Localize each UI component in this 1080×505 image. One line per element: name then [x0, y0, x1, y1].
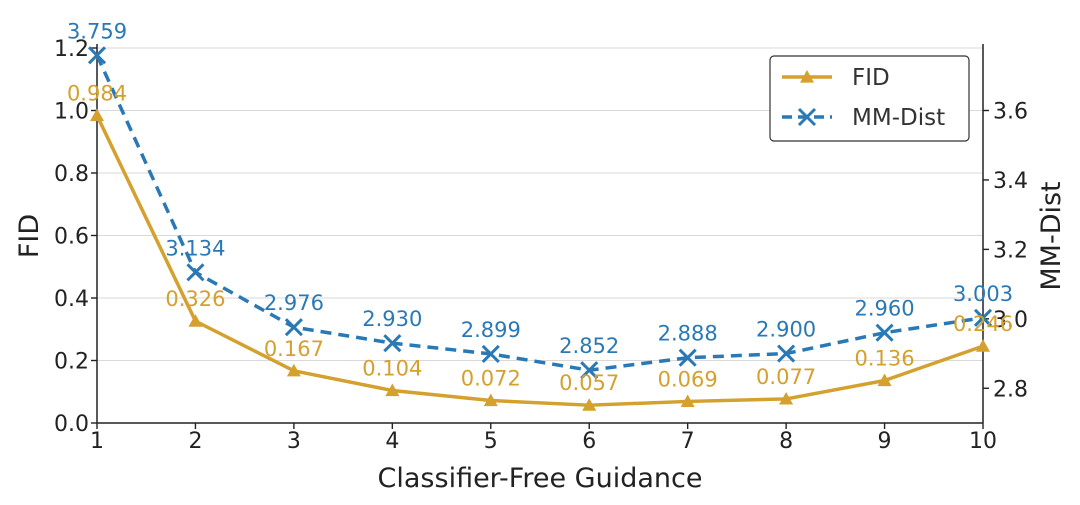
y-tick-label-left: 1.0: [54, 100, 89, 125]
mmdist-marker: [481, 344, 500, 363]
mmdist-marker: [678, 348, 697, 367]
x-tick-label: 4: [385, 429, 399, 454]
fid-marker: [680, 394, 695, 408]
mmdist-marker: [580, 361, 599, 380]
fid-data-label: 0.984: [67, 82, 127, 106]
fid-marker: [188, 314, 203, 327]
fid-marker: [286, 363, 301, 377]
x-axis-title: Classifier-Free Guidance: [378, 463, 703, 494]
fid-data-label: 0.136: [854, 347, 914, 371]
x-tick-label: 2: [188, 429, 202, 454]
legend-mmdist-marker: [797, 107, 817, 127]
x-tick-label: 9: [878, 429, 892, 454]
fid-marker: [779, 391, 794, 405]
mmdist-data-label: 2.888: [658, 322, 718, 346]
x-tick-label: 8: [779, 429, 793, 454]
mmdist-marker: [875, 323, 894, 342]
mmdist-marker: [777, 344, 796, 363]
y-tick-label-left: 0.2: [54, 350, 89, 375]
legend-mmdist-label: MM-Dist: [852, 105, 945, 131]
y-tick-label-left: 1.2: [54, 37, 89, 62]
mmdist-data-label: 3.759: [67, 19, 127, 43]
y-tick-label-right: 3.0: [993, 308, 1028, 333]
y-tick-label-left: 0.6: [54, 225, 89, 250]
y-tick-label-right: 2.8: [993, 377, 1028, 402]
y-tick-label-left: 0.8: [54, 162, 89, 187]
y-tick-label-right: 3.2: [993, 238, 1028, 263]
fid-marker: [582, 398, 597, 411]
x-tick-label: 10: [969, 429, 997, 454]
legend: FID MM-Dist: [769, 55, 970, 142]
y-tick-label-left: 0.0: [54, 412, 89, 437]
mmdist-marker: [186, 263, 205, 282]
mmdist-data-label: 2.930: [362, 307, 422, 331]
fid-data-label: 0.057: [559, 371, 619, 395]
x-tick-label: 6: [582, 429, 596, 454]
fid-marker: [976, 339, 990, 352]
data-labels: 0.984 0.326 0.167 0.104 0.072 0.057 0.069 0.077…: [67, 19, 1013, 395]
mmdist-data-label: 2.899: [461, 318, 521, 342]
mmdist-data-label: 2.852: [559, 334, 619, 358]
y-axis-title-right: MM-Dist: [1036, 181, 1067, 290]
y-tick-label-left: 0.4: [54, 287, 89, 312]
mmdist-marker: [973, 308, 993, 327]
mmdist-data-label: 2.960: [854, 297, 914, 321]
mmdist-marker: [284, 318, 303, 337]
y-tick-label-right: 3.4: [993, 169, 1028, 194]
x-ticks: 1 2 3 4 5 6 7 8 9 10: [90, 423, 997, 454]
y-axis-title-left: FID: [14, 214, 45, 258]
fid-line: [95, 114, 984, 407]
x-tick-label: 1: [90, 429, 104, 454]
y-ticks-right: 2.8 3.0 3.2 3.4 3.6: [983, 100, 1028, 402]
fid-marker: [90, 108, 104, 122]
legend-fid-label: FID: [852, 65, 890, 91]
y-ticks-left: 0.0 0.2 0.4 0.6 0.8 1.0 1.2: [54, 37, 97, 437]
legend-fid-marker: [800, 70, 814, 83]
fid-data-label: 0.326: [165, 287, 225, 311]
fid-data-label: 0.104: [362, 357, 422, 381]
mmdist-data-label: 2.900: [756, 318, 816, 342]
y-tick-label-right: 3.6: [993, 100, 1028, 125]
fid-data-label: 0.246: [953, 312, 1013, 336]
mmdist-line: [95, 54, 984, 372]
mmdist-marker: [383, 334, 402, 353]
mmdist-data-label: 2.976: [264, 291, 324, 315]
fid-data-label: 0.167: [264, 337, 324, 361]
fid-marker: [483, 393, 498, 407]
fid-marker: [877, 373, 892, 387]
series-group: [87, 46, 993, 411]
fid-data-label: 0.069: [658, 367, 718, 391]
mmdist-data-label: 3.003: [953, 282, 1013, 306]
fid-marker: [385, 383, 400, 397]
mmdist-data-label: 3.134: [165, 236, 225, 260]
mmdist-marker: [87, 46, 107, 65]
x-tick-label: 3: [287, 429, 301, 454]
fid-data-label: 0.072: [461, 367, 521, 391]
x-tick-label: 7: [681, 429, 695, 454]
fid-data-label: 0.077: [756, 365, 816, 389]
x-tick-label: 5: [484, 429, 498, 454]
